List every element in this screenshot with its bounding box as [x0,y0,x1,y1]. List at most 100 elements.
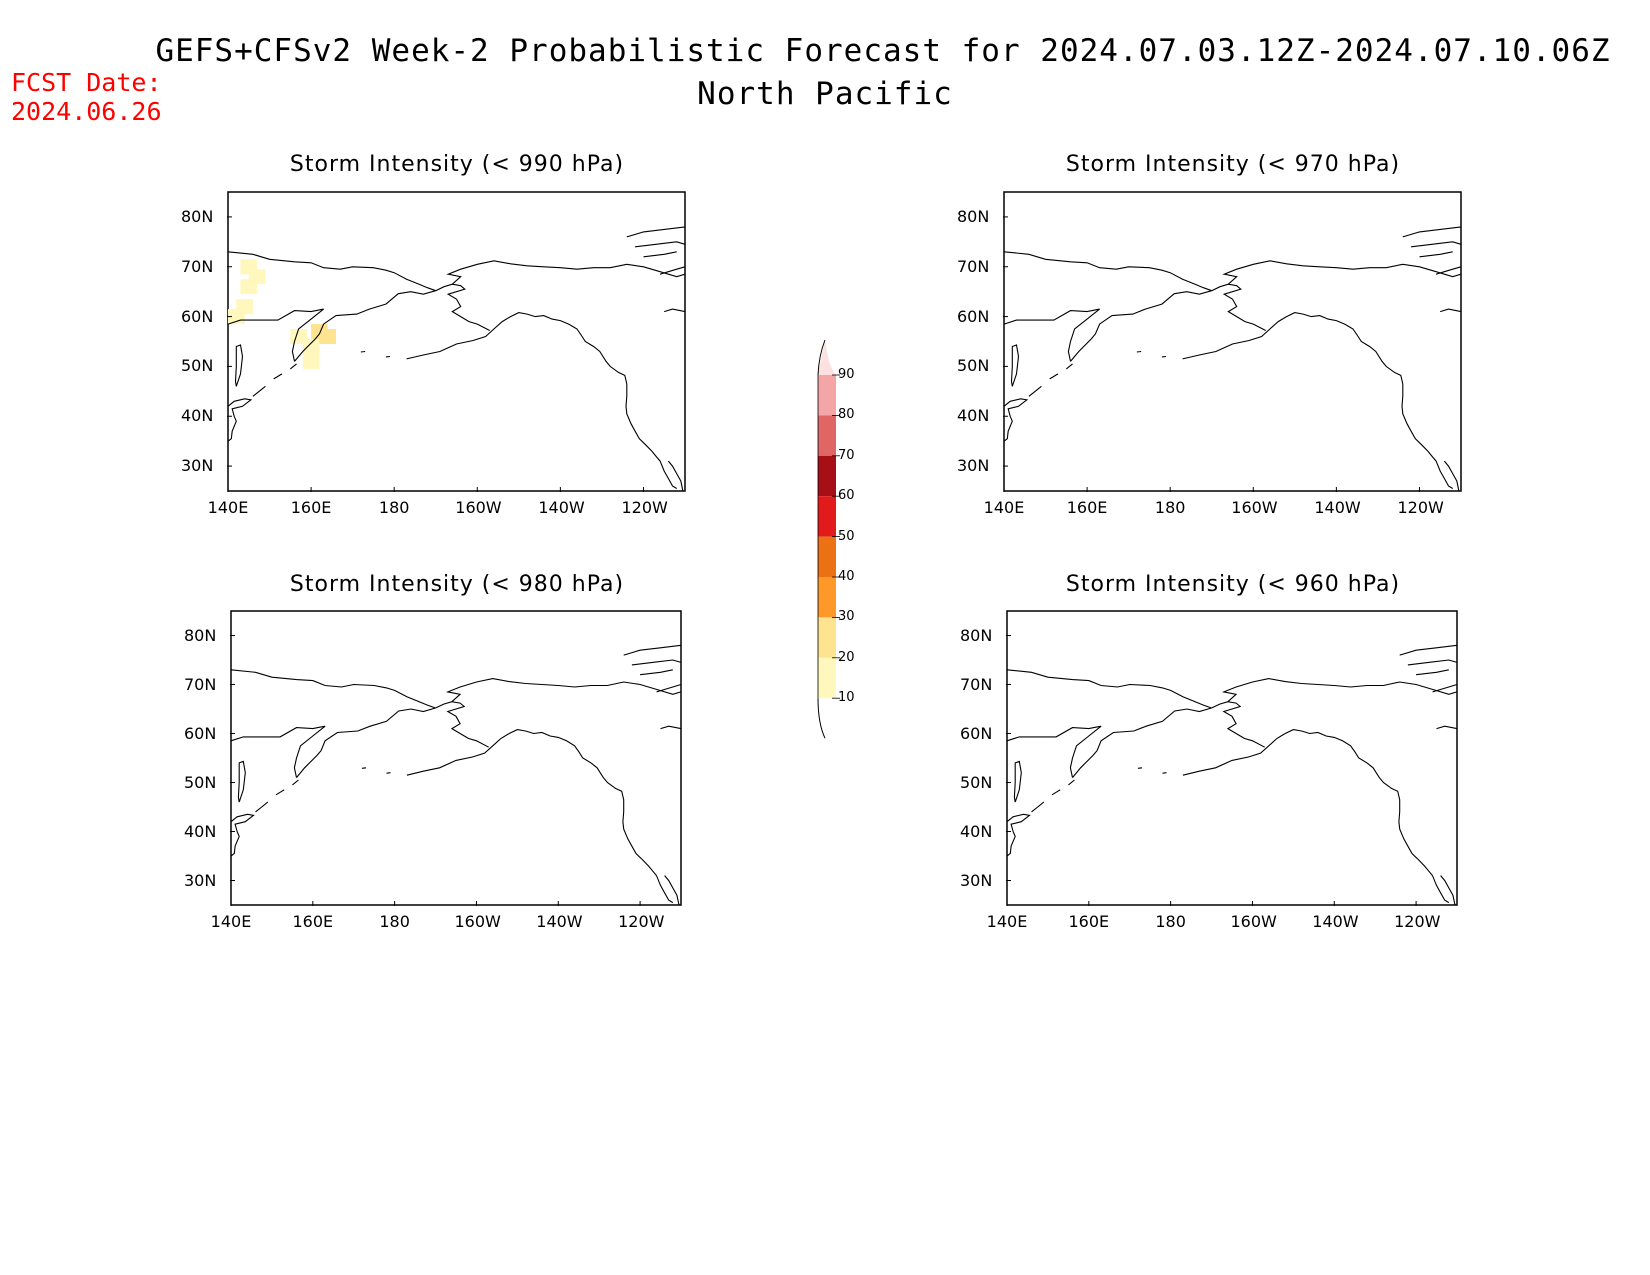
lon-tick-label: 120W [618,912,665,931]
lat-tick-label: 80N [960,625,993,645]
colorbar-swatch [818,455,836,497]
colorbar-swatch [818,536,836,577]
lon-tick-label: 120W [621,498,668,517]
map-panel-980 [230,610,682,906]
region-subtitle: North Pacific [697,76,953,112]
probability-cell [240,279,258,295]
lon-tick-label: 140E [207,498,249,517]
lon-tick-label: 140E [210,912,252,931]
coastline [1407,659,1458,666]
coastline [664,308,686,313]
lat-tick-label: 60N [184,723,217,743]
coastline [656,683,682,693]
panel-title-990: Storm Intensity (< 990 hPa) [289,152,625,177]
lon-tick-label: 160E [292,912,334,931]
colorbar-level-label: 60 [838,488,855,504]
lat-tick-label: 50N [957,356,990,376]
lon-tick-label: 140W [1312,912,1359,931]
lon-tick-label: 160E [1066,498,1108,517]
colorbar-level-label: 90 [838,367,855,382]
coastline [255,801,269,813]
coastline [275,789,285,796]
lon-tick-label: 140E [983,498,1025,517]
lon-tick-label: 140W [1314,498,1361,517]
coastline [406,729,674,904]
coastline [1436,725,1458,730]
coastline [1435,266,1462,275]
lon-tick-label: 160E [290,498,332,517]
coastline [406,312,677,489]
colorbar-swatch [818,415,836,456]
lon-tick-label: 160W [454,912,501,931]
lat-tick-label: 80N [957,206,990,226]
colorbar-swatch [818,577,836,618]
coastline [292,779,299,786]
coastline [1411,241,1462,248]
coastline [435,283,490,331]
coastline [227,398,253,442]
lon-tick-label: 160E [1068,912,1110,931]
lat-tick-label: 50N [184,772,217,792]
coastline [1006,669,1212,709]
lat-tick-label: 70N [960,674,993,694]
coastline [446,260,686,285]
lon-tick-label: 120W [1394,912,1441,931]
colorbar-level-label: 10 [838,690,855,706]
coastline [1182,729,1450,904]
lon-tick-label: 180 [1154,498,1186,517]
map-panel-960 [1006,610,1458,906]
lat-tick-label: 30N [181,456,214,476]
colorbar-swatch [818,657,836,699]
coastline [1003,398,1029,442]
coastline [296,707,436,778]
colorbar-level-label: 80 [838,407,855,423]
coastline [1182,312,1453,489]
lon-tick-label: 160W [1231,498,1278,517]
lat-tick-label: 40N [960,821,993,841]
lat-tick-label: 80N [184,625,217,645]
coastline [664,875,680,906]
lon-tick-label: 180 [378,498,410,517]
lat-tick-label: 50N [960,772,993,792]
lon-tick-label: 160W [455,498,502,517]
coastline [1440,875,1456,906]
coastline [237,760,246,803]
coastline [1137,767,1143,769]
probability-cell [302,353,320,369]
colorbar-level-label: 40 [838,569,855,584]
lat-tick-label: 60N [960,723,993,743]
coastline [623,644,682,656]
coastline [667,460,684,492]
lat-tick-label: 30N [184,870,217,890]
coastline [1222,260,1462,285]
coastline [1072,707,1212,778]
coastline [1221,678,1458,703]
colorbar-swatch [818,375,836,416]
lat-tick-label: 30N [960,870,993,890]
coastline [1028,385,1042,397]
coastline [1440,308,1462,313]
coastline [635,241,686,248]
lat-tick-label: 40N [184,821,217,841]
colorbar-level-label: 20 [838,649,855,665]
coastline [660,725,682,730]
coastline [1136,350,1142,353]
panel-title-980: Storm Intensity (< 980 hPa) [289,572,625,597]
lon-tick-label: 180 [379,912,410,931]
lon-tick-label: 120W [1397,498,1444,517]
probability-cell [302,339,320,354]
coastline [273,373,283,380]
fcst-date-label: FCST Date: [11,68,162,97]
coastline [230,813,255,857]
coastline [1162,772,1167,774]
coastline [234,344,244,387]
lat-tick-label: 60N [957,306,990,326]
lat-tick-label: 70N [957,256,990,276]
coastline [1031,801,1045,813]
colorbar-level-label: 30 [838,609,855,625]
lon-tick-label: 140W [538,498,585,517]
colorbar-level-label: 70 [838,447,855,463]
coastline [631,659,682,666]
coastline [252,385,266,397]
coastline [1049,373,1059,380]
